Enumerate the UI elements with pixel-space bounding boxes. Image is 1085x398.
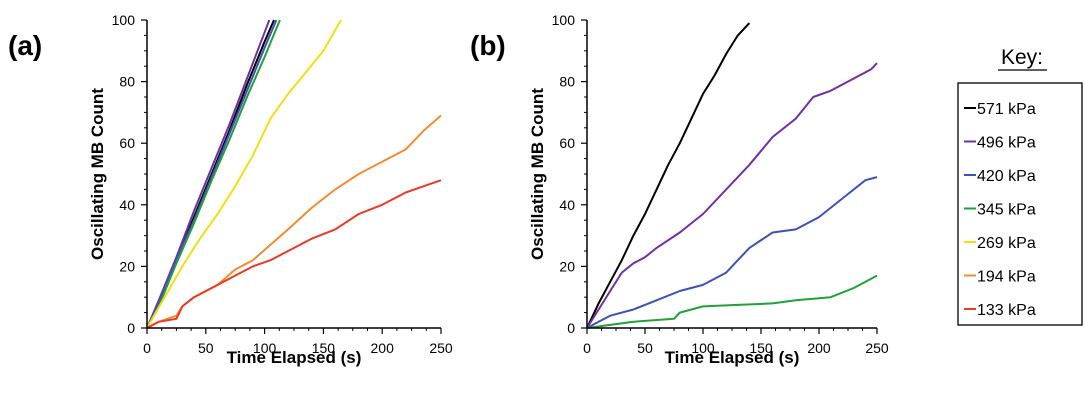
legend-label: 496 kPa [977, 135, 1036, 152]
x-tick-label: 200 [807, 340, 831, 356]
series-line-496-kpa [147, 19, 271, 329]
x-tick-label: 100 [253, 340, 277, 356]
x-tick-label: 250 [865, 340, 889, 356]
legend-label: 269 kPa [977, 235, 1036, 252]
y-tick-label: 20 [559, 258, 575, 274]
legend-title: Key: [1001, 46, 1043, 69]
series-line-420-kpa [587, 176, 878, 329]
x-axis-title: Time Elapsed (s) [665, 348, 800, 367]
y-axis-title: Oscillating MB Count [528, 88, 547, 260]
x-tick-label: 50 [198, 340, 214, 356]
x-tick-label: 0 [583, 340, 591, 356]
x-tick-label: 0 [143, 340, 151, 356]
y-tick-label: 60 [559, 135, 575, 151]
y-tick-label: 80 [119, 74, 135, 90]
x-tick-label: 150 [749, 340, 773, 356]
series-line-345-kpa [587, 274, 878, 329]
legend: Key: 571 kPa 496 kPa 420 kPa 345 kPa 269 kPa 1… [957, 46, 1083, 326]
series-line-345-kpa [147, 19, 281, 329]
series-line-420-kpa [147, 19, 278, 329]
y-tick-label: 0 [127, 320, 135, 336]
y-tick-label: 40 [559, 197, 575, 213]
legend-label: 133 kPa [977, 302, 1036, 319]
x-tick-label: 100 [691, 340, 715, 356]
chart-panel-b: (b) 0 20 40 60 80 100 0 50 100 150 200 250 Time Elaps… [470, 12, 889, 367]
legend-label: 571 kPa [977, 101, 1036, 118]
y-tick-label: 100 [112, 12, 136, 28]
series-line-133-kpa [147, 179, 442, 329]
legend-label: 345 kPa [977, 202, 1036, 219]
x-tick-label: 200 [371, 340, 395, 356]
x-tick-label: 50 [637, 340, 653, 356]
y-axis-title: Oscillating MB Count [88, 88, 107, 260]
y-tick-label: 20 [119, 258, 135, 274]
legend-label: 420 kPa [977, 168, 1036, 185]
legend-box [957, 82, 1083, 326]
legend-label: 194 kPa [977, 269, 1036, 286]
x-tick-label: 250 [429, 340, 453, 356]
panel-label: (a) [8, 30, 42, 61]
y-tick-label: 80 [559, 74, 575, 90]
y-tick-label: 60 [119, 135, 135, 151]
series-line-269-kpa [147, 19, 342, 329]
x-tick-label: 150 [312, 340, 336, 356]
y-tick-label: 40 [119, 197, 135, 213]
chart-panel-a: (a) 0 20 40 60 80 100 0 50 100 150 200 250 Time Elaps… [8, 12, 453, 367]
y-tick-label: 100 [552, 12, 576, 28]
x-axis-title: Time Elapsed (s) [227, 348, 362, 367]
panel-label: (b) [470, 30, 506, 61]
y-tick-label: 0 [567, 320, 575, 336]
series-line-496-kpa [587, 62, 878, 329]
series-line-571-kpa [587, 22, 751, 329]
